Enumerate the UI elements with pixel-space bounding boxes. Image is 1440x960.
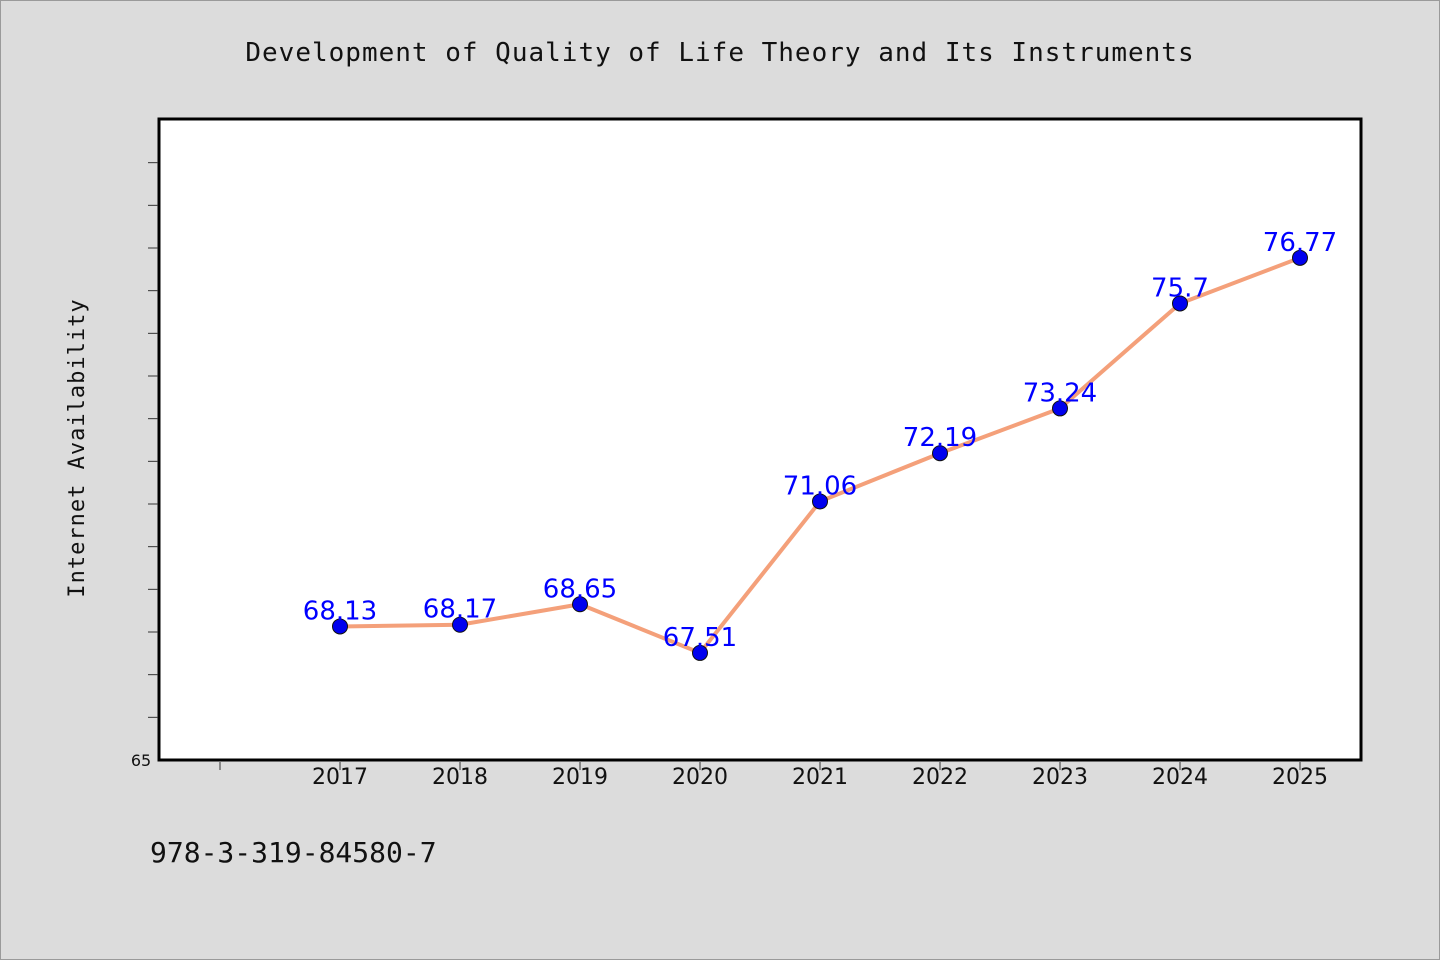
data-point <box>1292 249 1308 266</box>
x-axis-tick-labels: 2017 2018 2019 2020 2021 2022 2023 2024 2025 <box>312 765 1328 790</box>
data-point <box>572 596 588 613</box>
footer-isbn: 978-3-319-84580-7 <box>150 836 437 869</box>
data-point <box>1172 295 1188 312</box>
data-point <box>452 616 468 633</box>
x-tick-label: 2021 <box>792 765 848 790</box>
data-label: 67.51 <box>663 623 737 653</box>
x-tick-label: 2022 <box>912 765 968 790</box>
data-labels: 68.13 68.17 68.65 67.51 71.06 72.19 73.24 75.7 7… <box>303 228 1337 653</box>
x-tick-label: 2024 <box>1152 765 1208 790</box>
data-label: 72.19 <box>903 423 977 453</box>
x-tick-label: 2018 <box>432 765 488 790</box>
x-tick-label: 2019 <box>552 765 608 790</box>
data-label: 68.13 <box>303 596 377 626</box>
x-tick-label: 2023 <box>1032 765 1088 790</box>
chart-title: Development of Quality of Life Theory an… <box>245 38 1194 68</box>
data-label: 76.77 <box>1263 228 1337 258</box>
data-point <box>692 644 708 661</box>
data-label: 75.7 <box>1151 273 1209 303</box>
plot-area <box>157 117 1363 762</box>
data-label: 68.17 <box>423 595 497 625</box>
data-label: 73.24 <box>1023 378 1097 408</box>
data-label: 68.65 <box>543 574 617 604</box>
data-label: 71.06 <box>783 471 857 501</box>
x-tick-label: 2025 <box>1272 765 1328 790</box>
y-tick-label-min: 65 <box>131 751 151 770</box>
x-tick-label: 2017 <box>312 765 368 790</box>
x-tick-label: 2020 <box>672 765 728 790</box>
data-point <box>332 618 348 635</box>
data-point <box>932 445 948 462</box>
data-point <box>1052 400 1068 417</box>
data-point <box>812 493 828 510</box>
data-markers <box>332 249 1308 661</box>
x-axis-ticks <box>219 762 1301 770</box>
y-axis-label: Internet Availability <box>65 298 90 597</box>
y-axis-ticks <box>148 162 158 718</box>
